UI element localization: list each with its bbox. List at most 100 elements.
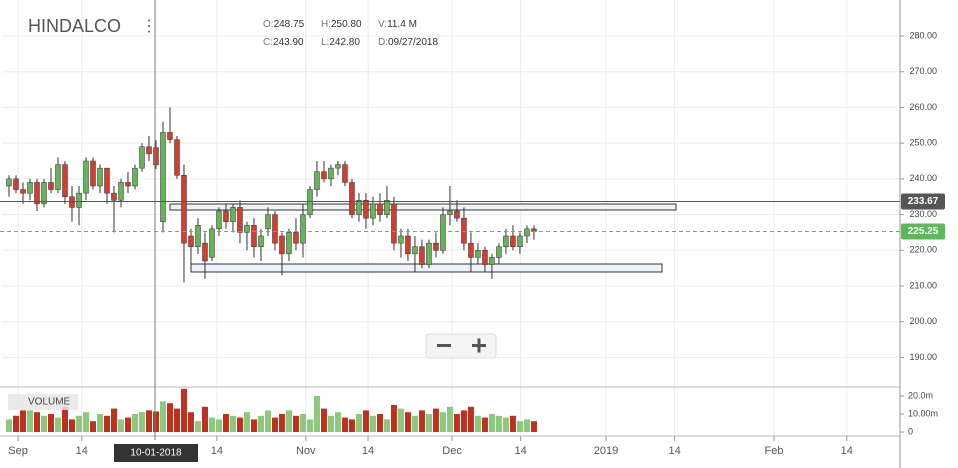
x-tick-label: 14: [362, 445, 374, 457]
volume-bar: [467, 406, 474, 432]
candle-body: [62, 164, 68, 197]
volume-bar: [341, 417, 348, 432]
volume-bar: [201, 406, 208, 432]
candle-body: [132, 167, 138, 187]
candle-body: [475, 250, 481, 258]
candle-body: [391, 203, 397, 244]
volume-bar: [173, 408, 180, 432]
volume-bar: [362, 410, 369, 432]
volume-bar: [516, 421, 523, 432]
drawn-box: [169, 203, 677, 211]
candle-body: [510, 235, 516, 247]
info-item: O:248.75: [263, 19, 305, 30]
candle-body: [384, 200, 390, 215]
volume-bar: [89, 421, 96, 432]
candle-body: [41, 182, 47, 205]
chart-title: HINDALCO: [28, 16, 121, 36]
volume-bar: [299, 414, 306, 432]
info-label: H:: [321, 19, 331, 30]
candle-body: [230, 207, 236, 222]
candle-body: [34, 182, 40, 205]
info-value: 242.80: [329, 37, 360, 48]
candle-body: [97, 167, 103, 187]
candle-body: [447, 210, 453, 215]
info-item: H:250.80: [321, 19, 362, 30]
volume-bar: [439, 412, 446, 432]
volume-tick-label: 20.0m: [908, 390, 933, 400]
candle-body: [251, 225, 257, 247]
volume-bar: [327, 415, 334, 432]
price-label-box: [901, 193, 945, 210]
y-tick-label: 260.00: [909, 102, 937, 112]
crosshair-date-box: [114, 444, 198, 462]
candle-body: [335, 164, 341, 169]
volume-bar: [348, 419, 355, 432]
volume-bar: [82, 412, 89, 432]
candle-body: [496, 246, 502, 258]
candle-body: [349, 182, 355, 215]
volume-bar: [257, 415, 264, 432]
volume-bar: [264, 410, 271, 432]
candle-body: [377, 203, 383, 215]
y-tick-label: 210.00: [909, 280, 937, 290]
candle-body: [195, 225, 201, 247]
volume-bar: [285, 410, 292, 432]
y-tick-label: 280.00: [909, 30, 937, 40]
volume-bar: [453, 414, 460, 432]
x-tick-label: 14: [669, 445, 681, 457]
x-tick-label: Dec: [442, 445, 462, 457]
candle-body: [426, 242, 432, 265]
volume-bar: [110, 408, 117, 432]
ohlc-info: O:248.75 H:250.80 V:11.4 M C:243.90 L:242.80…: [263, 19, 438, 48]
candle-body: [83, 160, 89, 194]
volume-bar: [222, 414, 229, 432]
candle-body: [111, 192, 117, 201]
volume-bar: [488, 414, 495, 432]
candle-body: [6, 178, 12, 187]
menu-icon[interactable]: ⋮: [141, 18, 157, 35]
price-label: 233.67: [908, 196, 939, 207]
volume-bar: [229, 415, 236, 432]
volume-bar: [530, 421, 537, 432]
x-tick-label: 14: [841, 445, 853, 457]
volume-bar: [243, 412, 250, 432]
volume-bar: [502, 417, 509, 432]
candle-body: [188, 235, 194, 247]
volume-bar: [271, 417, 278, 432]
candle-body: [517, 235, 523, 247]
candle-body: [146, 146, 152, 155]
candle-body: [342, 164, 348, 183]
candle-body: [76, 192, 82, 208]
info-item: L:242.80: [321, 37, 360, 48]
zoom-out-button[interactable]: [437, 344, 451, 347]
volume-bar: [26, 410, 33, 432]
volume-bar: [145, 410, 152, 432]
volume-bar: [33, 412, 40, 432]
volume-bar: [383, 419, 390, 432]
volume-bar: [215, 419, 222, 432]
volume-bar: [117, 419, 124, 432]
candle-body: [503, 235, 509, 247]
candle-body: [489, 257, 495, 265]
candle-body: [90, 160, 96, 187]
volume-bar: [47, 414, 54, 432]
volume-bar: [68, 419, 75, 432]
candle-body: [321, 171, 327, 180]
candle-body: [440, 214, 446, 251]
volume-bar: [306, 419, 313, 432]
volume-bar: [460, 410, 467, 432]
volume-label: VOLUME: [28, 397, 71, 408]
volume-tick-label: 0: [908, 426, 913, 436]
candle-body: [258, 235, 264, 247]
info-item: V:11.4 M: [378, 19, 417, 30]
candle-body: [328, 167, 334, 180]
candle-body: [48, 182, 54, 190]
candle-body: [279, 235, 285, 255]
volume-bar: [334, 412, 341, 432]
candle-body: [104, 167, 110, 194]
candle-body: [482, 250, 488, 265]
zoom-in-button[interactable]: [477, 338, 481, 353]
y-tick-label: 270.00: [909, 66, 937, 76]
